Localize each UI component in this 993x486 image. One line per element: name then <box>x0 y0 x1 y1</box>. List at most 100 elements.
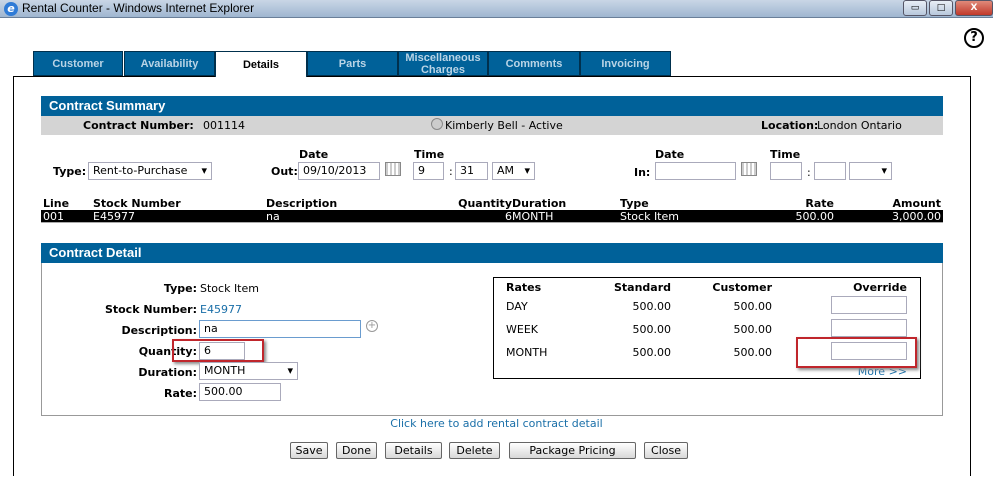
minimize-button[interactable]: ▭ <box>903 0 927 16</box>
rates-col-period: Rates <box>506 281 542 294</box>
quantity-highlight <box>172 339 264 362</box>
rate-period: DAY <box>506 300 528 313</box>
detail-type-value: Stock Item <box>200 282 259 295</box>
close-window-button[interactable]: X <box>955 0 993 16</box>
rate-input[interactable]: 500.00 <box>199 383 281 401</box>
table-row[interactable]: 001 E45977 na 6 MONTH Stock Item 500.00 … <box>41 210 943 223</box>
cell-description: na <box>266 210 280 223</box>
col-amount: Amount <box>892 197 941 210</box>
tab-miscellaneous-charges[interactable]: Miscellaneous Charges <box>398 51 488 76</box>
tab-availability[interactable]: Availability <box>124 51 215 76</box>
rate-customer: 500.00 <box>733 300 773 313</box>
detail-type-label: Type: <box>163 282 197 295</box>
contract-detail-header: Contract Detail <box>41 243 943 263</box>
rate-customer: 500.00 <box>733 323 773 336</box>
col-type: Type <box>620 197 649 210</box>
in-minute-input[interactable] <box>814 162 846 180</box>
col-stock-number: Stock Number <box>93 197 181 210</box>
contract-number: 001114 <box>203 119 245 132</box>
in-hour-input[interactable] <box>770 162 802 180</box>
rate-standard: 500.00 <box>632 346 672 359</box>
in-ampm-select[interactable] <box>849 162 892 180</box>
override-input-month[interactable] <box>831 342 907 360</box>
tab-customer[interactable]: Customer <box>33 51 123 76</box>
package-pricing-button[interactable]: Package Pricing <box>509 442 636 459</box>
in-date-header: Date <box>655 148 685 161</box>
col-duration: Duration <box>512 197 567 210</box>
rate-standard: 500.00 <box>632 300 672 313</box>
out-label: Out: <box>271 165 298 178</box>
out-ampm-value: AM <box>497 164 515 177</box>
maximize-button[interactable]: □ <box>929 0 953 16</box>
rate-period: MONTH <box>506 346 548 359</box>
help-icon[interactable]: ? <box>964 28 984 48</box>
contract-type-select[interactable]: Rent-to-Purchase <box>88 162 212 180</box>
rates-col-override: Override <box>853 281 907 294</box>
duration-select[interactable]: MONTH <box>199 362 298 380</box>
window-title: Rental Counter - Windows Internet Explor… <box>22 1 255 15</box>
duration-label: Duration: <box>138 366 197 379</box>
out-minute-input[interactable]: 31 <box>455 162 488 180</box>
contract-summary-header: Contract Summary <box>41 96 943 116</box>
summary-info-bar: Contract Number: 001114 Kimberly Bell - … <box>41 116 943 135</box>
cell-amount: 3,000.00 <box>892 210 941 223</box>
cell-line: 001 <box>43 210 64 223</box>
quantity-input[interactable]: 6 <box>199 342 245 360</box>
details-button[interactable]: Details <box>385 442 442 459</box>
override-input-day[interactable] <box>831 296 907 314</box>
in-date-input[interactable] <box>655 162 736 180</box>
cell-quantity: 6 <box>505 210 512 223</box>
contract-number-label: Contract Number: <box>83 119 194 132</box>
title-bar: e Rental Counter - Windows Internet Expl… <box>0 0 993 18</box>
calendar-icon[interactable] <box>741 162 757 176</box>
tab-comments[interactable]: Comments <box>488 51 580 76</box>
out-hour-input[interactable]: 9 <box>413 162 444 180</box>
cell-stock-number: E45977 <box>93 210 135 223</box>
location-label: Location: <box>761 119 819 132</box>
ie-icon: e <box>4 2 18 16</box>
more-rates-link[interactable]: More >> <box>857 365 907 378</box>
rate-period: WEEK <box>506 323 538 336</box>
quantity-label: Quantity: <box>138 345 197 358</box>
stock-number-label: Stock Number: <box>104 303 197 316</box>
line-table-header: Line Stock Number Description Quantity D… <box>41 197 943 210</box>
col-quantity: Quantity <box>458 197 512 210</box>
customer-status: Kimberly Bell - Active <box>445 119 563 132</box>
out-time-header: Time <box>414 148 445 161</box>
out-date-header: Date <box>299 148 329 161</box>
contract-detail-panel <box>41 263 943 416</box>
tab-invoicing[interactable]: Invoicing <box>580 51 671 76</box>
save-button[interactable]: Save <box>290 442 328 459</box>
cell-type: Stock Item <box>620 210 679 223</box>
cell-duration: MONTH <box>512 210 554 223</box>
out-date-input[interactable]: 09/10/2013 <box>298 162 380 180</box>
col-description: Description <box>266 197 338 210</box>
stock-number-link[interactable]: E45977 <box>200 303 242 316</box>
done-button[interactable]: Done <box>336 442 377 459</box>
override-highlight <box>796 337 917 368</box>
rate-standard: 500.00 <box>632 323 672 336</box>
content-frame <box>13 76 971 476</box>
rates-table: Rates Standard Customer Override DAY 500… <box>493 277 921 379</box>
customer-info-icon[interactable] <box>431 118 443 130</box>
rates-col-customer: Customer <box>712 281 772 294</box>
delete-button[interactable]: Delete <box>449 442 500 459</box>
add-rental-detail-link[interactable]: Click here to add rental contract detail <box>390 417 603 430</box>
rate-customer: 500.00 <box>733 346 773 359</box>
description-input[interactable]: na <box>199 320 361 338</box>
in-time-header: Time <box>770 148 801 161</box>
rates-col-standard: Standard <box>613 281 671 294</box>
out-ampm-select[interactable]: AM <box>492 162 535 180</box>
close-button[interactable]: Close <box>644 442 688 459</box>
description-label: Description: <box>121 324 197 337</box>
time-separator: : <box>807 166 811 179</box>
calendar-icon[interactable] <box>385 162 401 176</box>
location-value: London Ontario <box>817 119 902 132</box>
col-line: Line <box>43 197 70 210</box>
override-input-week[interactable] <box>831 319 907 337</box>
tab-details[interactable]: Details <box>215 51 307 77</box>
add-description-icon[interactable]: + <box>366 320 378 332</box>
type-label: Type: <box>53 165 87 178</box>
tab-parts[interactable]: Parts <box>307 51 398 76</box>
rate-label: Rate: <box>163 387 197 400</box>
